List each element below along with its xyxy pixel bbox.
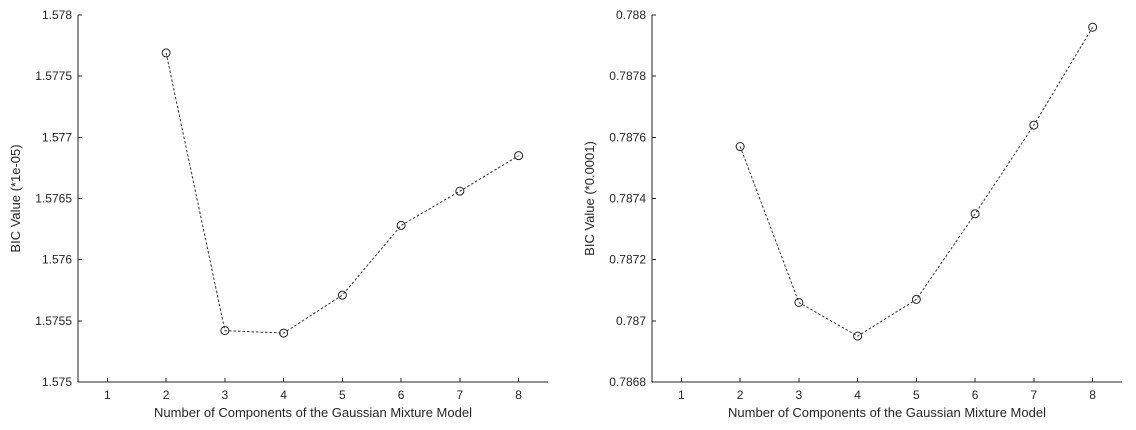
x-tick-label: 2 <box>737 388 744 402</box>
x-tick-label: 3 <box>222 388 229 402</box>
y-tick-label: 0.7868 <box>609 375 646 389</box>
y-tick-label: 1.578 <box>42 8 72 22</box>
data-point-marker <box>279 328 289 338</box>
data-point-marker <box>735 142 745 152</box>
x-tick-label: 2 <box>163 388 170 402</box>
y-tick-label: 0.7876 <box>609 130 646 144</box>
x-tick-label: 5 <box>339 388 346 402</box>
data-point-marker <box>853 331 863 341</box>
data-point-marker <box>161 48 171 58</box>
x-tick-label: 8 <box>1089 388 1096 402</box>
data-point-marker <box>1088 22 1098 32</box>
x-tick-label: 6 <box>398 388 405 402</box>
x-tick-label: 1 <box>678 388 685 402</box>
y-tick-label: 0.787 <box>616 314 646 328</box>
x-tick-label: 4 <box>280 388 287 402</box>
x-tick-label: 4 <box>854 388 861 402</box>
series-line <box>739 26 1094 337</box>
chart-left: 1 2 3 4 5 6 7 8 1.575 1.5755 1.576 1.5765 1.577 1.577… <box>8 8 548 420</box>
y-axis-title: BIC Value (*0.0001) <box>582 141 597 256</box>
x-axis-title: Number of Components of the Gaussian Mix… <box>728 405 1046 420</box>
y-tick-label: 1.577 <box>42 130 72 144</box>
x-tick-label: 3 <box>796 388 803 402</box>
x-tick-label: 8 <box>515 388 522 402</box>
data-point-marker <box>220 326 230 336</box>
data-point-marker <box>396 220 406 230</box>
x-tick-label: 5 <box>913 388 920 402</box>
x-tick-label: 1 <box>104 388 111 402</box>
y-tick-label: 1.5775 <box>35 69 72 83</box>
x-axis-title: Number of Components of the Gaussian Mix… <box>154 405 472 420</box>
y-tick-label: 0.7874 <box>609 192 646 206</box>
y-tick-label: 0.788 <box>616 8 646 22</box>
x-tick-label: 7 <box>1031 388 1038 402</box>
data-point-marker <box>514 151 524 161</box>
y-tick-label: 1.5765 <box>35 192 72 206</box>
data-point-marker <box>337 290 347 300</box>
x-tick-label: 6 <box>972 388 979 402</box>
data-point-marker <box>794 297 804 307</box>
data-point-marker <box>911 294 921 304</box>
data-point-marker <box>970 209 980 219</box>
data-point-marker <box>1029 120 1039 130</box>
data-point-marker <box>455 186 465 196</box>
y-tick-label: 1.5755 <box>35 314 72 328</box>
y-tick-label: 1.575 <box>42 375 72 389</box>
series-line <box>165 52 519 334</box>
x-tick-label: 7 <box>457 388 464 402</box>
chart-right: 1 2 3 4 5 6 7 8 0.7868 0.787 0.7872 0.7874 0.7876 0.7… <box>582 8 1122 420</box>
y-tick-label: 0.7872 <box>609 253 646 267</box>
y-tick-label: 1.576 <box>42 253 72 267</box>
y-axis-title: BIC Value (*1e-05) <box>8 144 23 252</box>
y-tick-label: 0.7878 <box>609 69 646 83</box>
